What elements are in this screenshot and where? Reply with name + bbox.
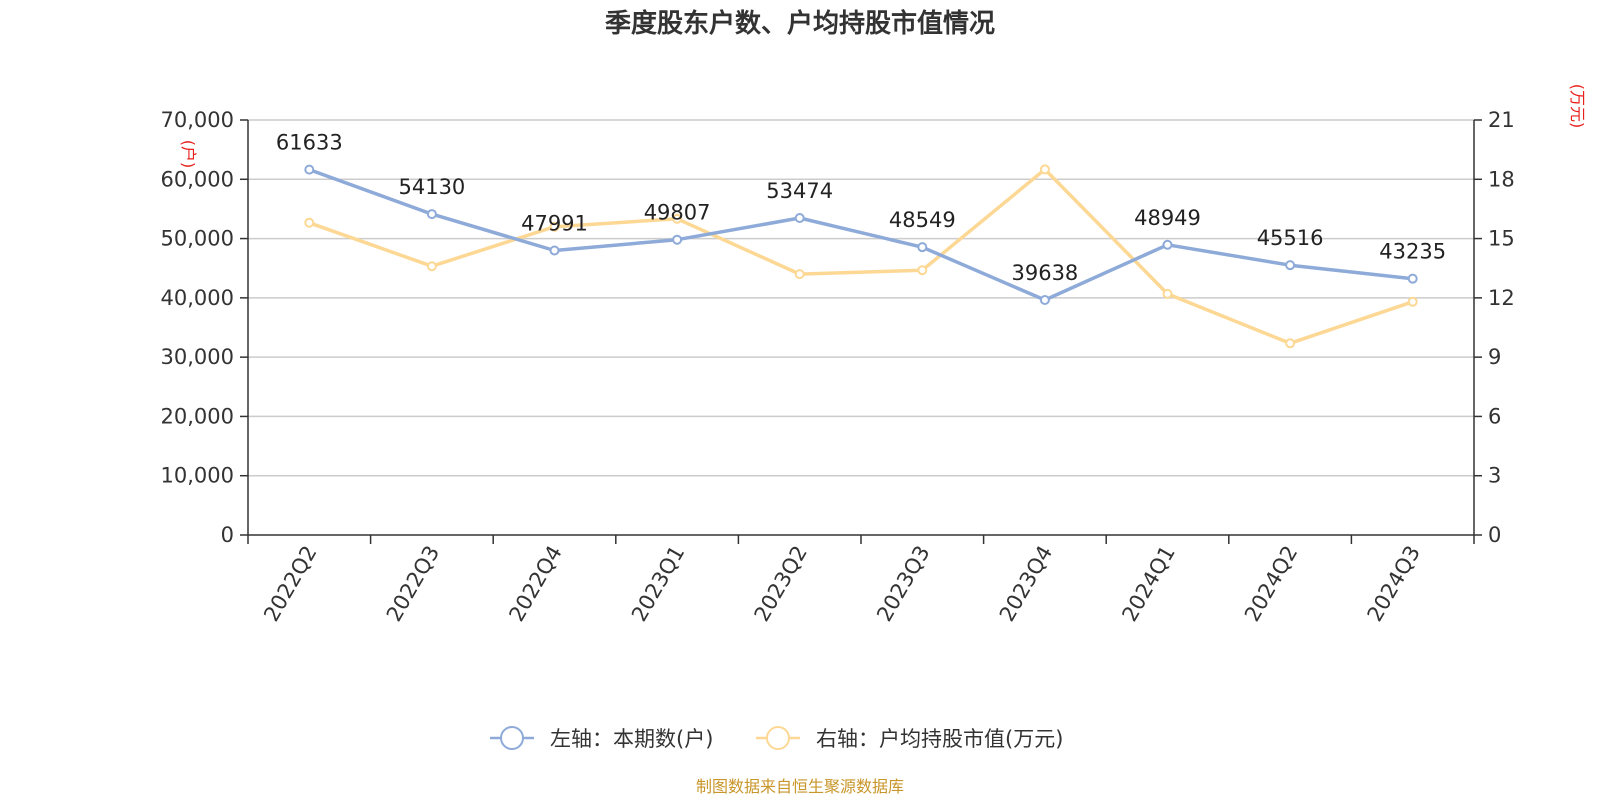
left-axis-tick-label: 60,000 [161, 167, 234, 191]
right-axis-tick-label: 0 [1488, 523, 1501, 547]
legend-marker-right-series [766, 726, 790, 750]
x-axis-tick-label: 2023Q2 [750, 542, 812, 626]
right-axis-tick-label: 18 [1488, 167, 1515, 191]
left-axis-tick-label: 0 [221, 523, 234, 547]
data-point-right[interactable] [1162, 288, 1173, 299]
right-axis-tick-label: 15 [1488, 227, 1515, 251]
data-point-right[interactable] [304, 217, 315, 228]
series-line-left [308, 167, 1413, 302]
data-source-note: 制图数据来自恒生聚源数据库 [696, 777, 904, 796]
legend-marker-left-series [500, 726, 524, 750]
x-axis-tick-label: 2023Q3 [872, 542, 934, 626]
series-lines [308, 167, 1414, 346]
right-axis-ticks: 0 3 6 9 12 15 18 21 [1474, 108, 1515, 547]
data-point-left[interactable] [1285, 260, 1296, 271]
right-axis-tick-label: 6 [1488, 404, 1501, 428]
data-label: 39638 [1011, 261, 1078, 285]
x-axis-tick-label: 2023Q4 [995, 542, 1057, 626]
x-axis-tick-label: 2024Q1 [1117, 542, 1179, 626]
data-point-left[interactable] [304, 164, 315, 175]
data-point-left[interactable] [1407, 273, 1418, 284]
data-point-right[interactable] [426, 261, 437, 272]
left-axis-ticks: 0 10,000 20,000 30,000 40,000 50,000 60,000 70,… [161, 108, 248, 547]
data-point-right[interactable] [1039, 164, 1050, 175]
legend-item-left-series[interactable]: 左轴：本期数(户) [490, 726, 713, 751]
data-point-left[interactable] [1162, 239, 1173, 250]
x-axis-tick-label: 2024Q3 [1363, 542, 1425, 626]
data-label: 53474 [766, 179, 833, 203]
data-point-left[interactable] [1039, 295, 1050, 306]
chart-title: 季度股东户数、户均持股市值情况 [605, 8, 995, 39]
left-axis-tick-label: 50,000 [161, 227, 234, 251]
data-label: 47991 [521, 211, 588, 235]
data-label: 49807 [644, 201, 711, 225]
data-label: 48549 [889, 208, 956, 232]
right-axis-tick-label: 12 [1488, 286, 1515, 310]
left-axis-tick-label: 40,000 [161, 286, 234, 310]
data-point-left[interactable] [549, 245, 560, 256]
data-point-left[interactable] [794, 212, 805, 223]
x-axis-tick-label: 2024Q2 [1240, 542, 1302, 626]
right-axis-tick-label: 3 [1488, 464, 1501, 488]
data-point-right[interactable] [549, 221, 560, 232]
data-label: 45516 [1257, 226, 1324, 250]
x-axis-tick-label: 2022Q3 [382, 542, 444, 626]
grid [248, 119, 1474, 477]
legend-label-left-series: 左轴：本期数(户) [550, 727, 713, 751]
data-point-right[interactable] [917, 265, 928, 276]
right-axis-tick-label: 9 [1488, 345, 1501, 369]
legend[interactable]: 左轴：本期数(户) 右轴：户均持股市值(万元) [490, 726, 1063, 751]
data-label: 54130 [398, 175, 465, 199]
left-axis-tick-label: 70,000 [161, 108, 234, 132]
right-axis-tick-label: 21 [1488, 108, 1515, 132]
data-point-right[interactable] [1285, 338, 1296, 349]
series-points [304, 164, 1418, 349]
data-point-left[interactable] [917, 242, 928, 253]
right-axis-unit: (万元) [1568, 84, 1587, 129]
data-point-left[interactable] [426, 209, 437, 220]
left-axis-tick-label: 30,000 [161, 345, 234, 369]
series-line-right [308, 167, 1414, 346]
data-point-right[interactable] [1407, 296, 1418, 307]
left-axis-tick-label: 20,000 [161, 404, 234, 428]
data-label: 48949 [1134, 206, 1201, 230]
x-axis-tick-label: 2023Q1 [627, 542, 689, 626]
legend-item-right-series[interactable]: 右轴：户均持股市值(万元) [756, 726, 1063, 751]
data-labels: 61633 54130 47991 49807 53474 48549 39638 48949… [276, 131, 1446, 285]
x-axis-tick-label: 2022Q4 [504, 542, 566, 626]
legend-label-right-series: 右轴：户均持股市值(万元) [816, 727, 1063, 751]
data-point-right[interactable] [794, 269, 805, 280]
data-label: 61633 [276, 131, 343, 155]
data-point-right[interactable] [672, 213, 683, 224]
data-label: 43235 [1379, 240, 1446, 264]
x-axis-tick-label: 2022Q2 [259, 542, 321, 626]
data-point-left[interactable] [672, 234, 683, 245]
x-axis-ticks: 2022Q2 2022Q3 2022Q4 2023Q1 2023Q2 2023Q3 2023… [247, 535, 1475, 626]
left-axis-unit: (户) [179, 140, 198, 169]
left-axis-tick-label: 10,000 [161, 464, 234, 488]
